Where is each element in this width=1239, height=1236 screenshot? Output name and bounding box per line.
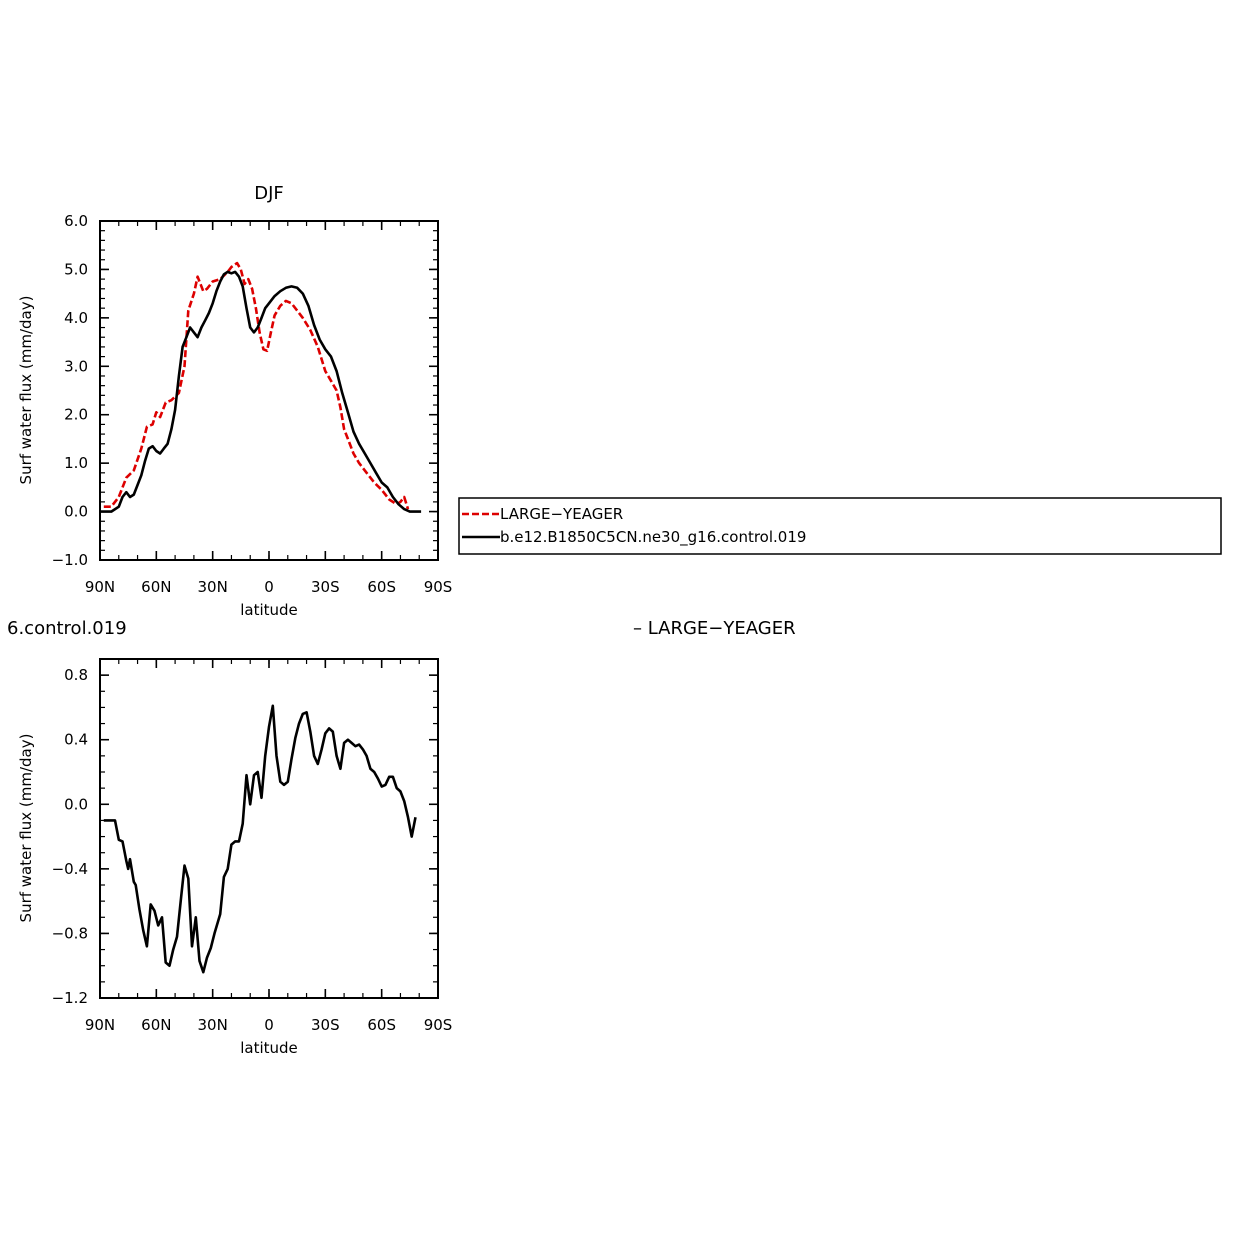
- legend-label-large-yeager: LARGE−YEAGER: [500, 505, 623, 523]
- series-line-1: [103, 704, 417, 974]
- y-tick-label: −0.4: [52, 860, 88, 878]
- y-tick-label: −1.0: [52, 551, 88, 569]
- series-line-1: [103, 261, 410, 510]
- x-axis-label: latitude: [240, 1039, 298, 1057]
- x-tick-label: 90N: [85, 1016, 115, 1034]
- x-tick-label: 60N: [141, 578, 171, 596]
- x-tick-label: 90N: [85, 578, 115, 596]
- plot-frame: [99, 658, 439, 999]
- difference-title-right: – LARGE−YEAGER: [633, 618, 796, 639]
- y-tick-label: 4.0: [64, 309, 88, 327]
- x-tick-label: 30N: [198, 1016, 228, 1034]
- series-line-2: [100, 270, 422, 513]
- x-tick-label: 60S: [367, 578, 396, 596]
- legend: LARGE−YEAGER b.e12.B1850C5CN.ne30_g16.co…: [458, 497, 1222, 555]
- x-tick-label: 30S: [311, 1016, 340, 1034]
- x-axis-label: latitude: [240, 601, 298, 619]
- y-tick-label: 5.0: [64, 260, 88, 278]
- x-tick-label: 30S: [311, 578, 340, 596]
- panel-title: DJF: [254, 183, 284, 204]
- djf-panel: DJF Surf water flux (mm/day) latitude −1…: [17, 183, 452, 619]
- y-axis-label: Surf water flux (mm/day): [17, 734, 35, 923]
- y-tick-label: 0.0: [64, 503, 88, 521]
- x-tick-label: 30N: [198, 578, 228, 596]
- x-tick-label: 0: [264, 578, 274, 596]
- y-tick-label: 3.0: [64, 357, 88, 375]
- difference-panel: 6.control.019 – LARGE−YEAGER Surf water …: [7, 618, 796, 1057]
- x-tick-label: 0: [264, 1016, 274, 1034]
- y-tick-label: 2.0: [64, 406, 88, 424]
- y-tick-label: −0.8: [52, 924, 88, 942]
- y-tick-label: 6.0: [64, 212, 88, 230]
- difference-title-left: 6.control.019: [7, 618, 127, 639]
- plot-frame: [99, 220, 439, 561]
- y-tick-label: 0.8: [64, 666, 88, 684]
- x-tick-label: 60S: [367, 1016, 396, 1034]
- x-tick-label: 90S: [424, 1016, 453, 1034]
- legend-label-control: b.e12.B1850C5CN.ne30_g16.control.019: [500, 528, 806, 547]
- y-tick-label: 0.4: [64, 731, 88, 749]
- legend-box: [458, 497, 1222, 555]
- y-tick-label: 1.0: [64, 454, 88, 472]
- y-axis-label: Surf water flux (mm/day): [17, 296, 35, 485]
- y-tick-label: −1.2: [52, 989, 88, 1007]
- x-tick-label: 90S: [424, 578, 453, 596]
- y-tick-label: 0.0: [64, 795, 88, 813]
- x-tick-label: 60N: [141, 1016, 171, 1034]
